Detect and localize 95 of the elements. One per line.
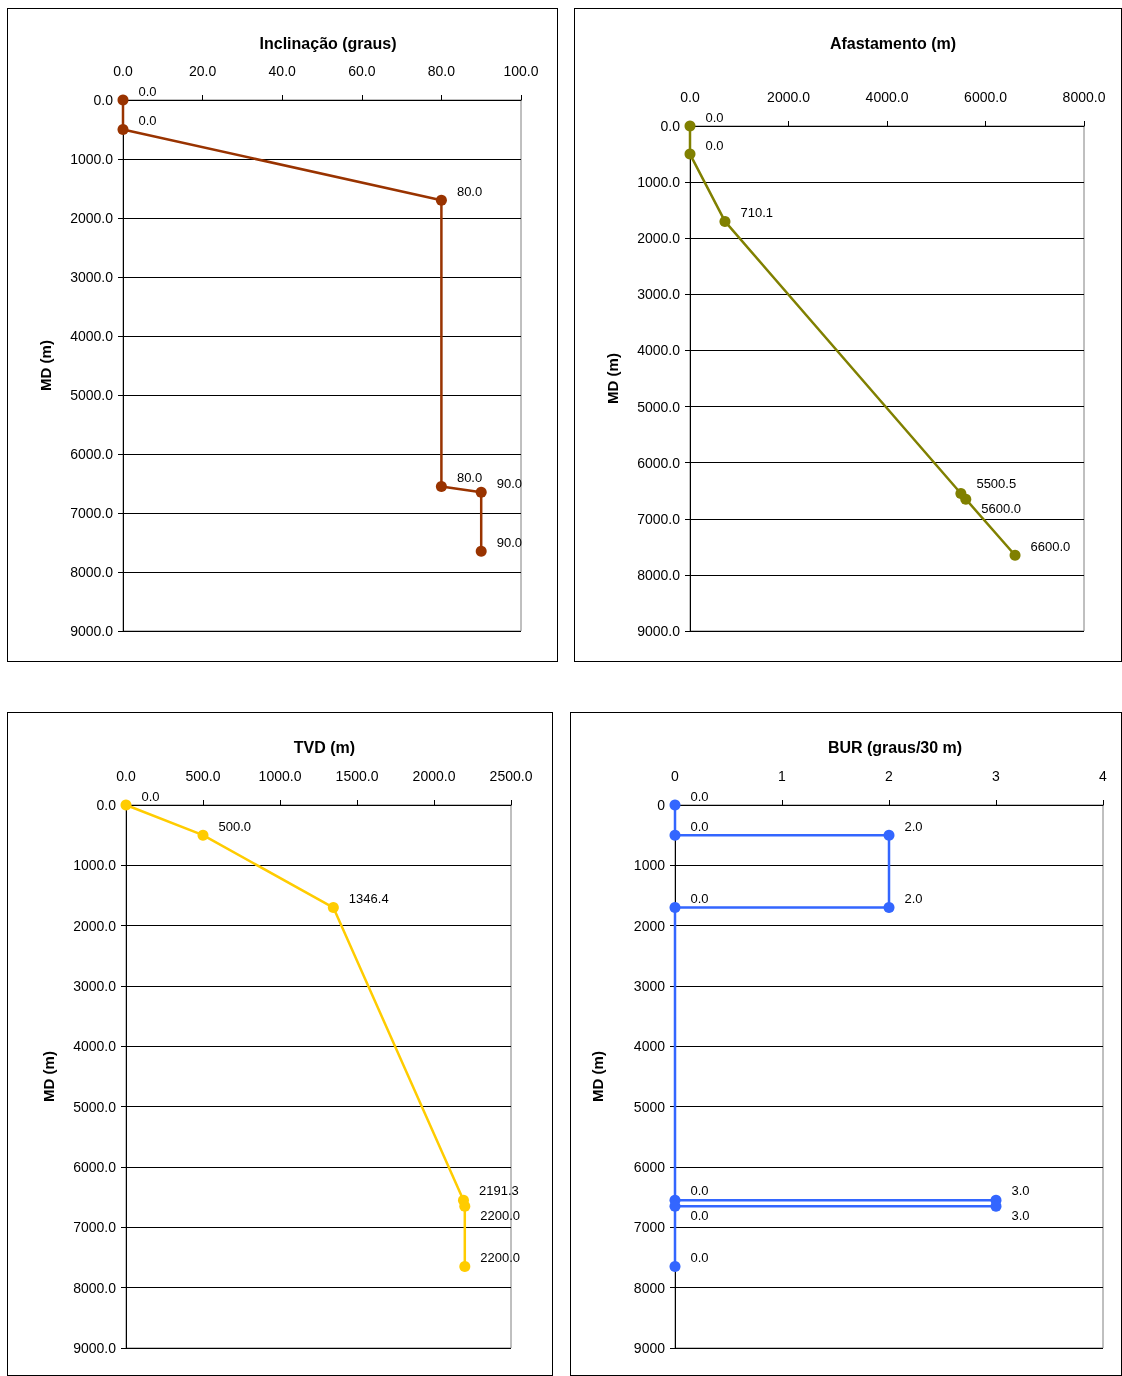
x-tick-label: 40.0 bbox=[268, 63, 297, 79]
y-tick-label: 8000.0 bbox=[70, 564, 114, 580]
data-label: 80.0 bbox=[456, 469, 483, 485]
data-label: 2200.0 bbox=[480, 1207, 521, 1223]
y-tick-label: 6000.0 bbox=[73, 1159, 117, 1175]
y-tick-label: 7000 bbox=[633, 1219, 666, 1236]
data-label: 5500.5 bbox=[976, 476, 1017, 492]
data-label: 0.0 bbox=[690, 818, 709, 834]
y-tick-label: 0.0 bbox=[96, 797, 117, 813]
y-tick-label: 8000.0 bbox=[73, 1279, 117, 1296]
y-tick-label: 7000.0 bbox=[637, 510, 681, 527]
x-tick-label: 4000.0 bbox=[865, 89, 909, 105]
y-tick-label: 1000.0 bbox=[70, 151, 114, 167]
y-tick-label: 2000.0 bbox=[73, 917, 117, 934]
data-label: 2.0 bbox=[904, 891, 923, 907]
y-tick-label: 5000.0 bbox=[637, 398, 681, 415]
chart-title: Inclinação (graus) bbox=[259, 34, 397, 52]
data-label: 0.0 bbox=[690, 788, 709, 804]
y-tick-label: 5000.0 bbox=[70, 387, 114, 403]
y-tick-label: 6000.0 bbox=[637, 454, 681, 471]
x-tick-label: 60.0 bbox=[348, 63, 376, 79]
x-tick-label: 20.0 bbox=[188, 63, 217, 79]
y-tick-label: 2000.0 bbox=[637, 230, 681, 247]
data-label: 0.0 bbox=[690, 1182, 709, 1198]
data-label: 90.0 bbox=[496, 534, 523, 550]
y-tick-label: 3000.0 bbox=[73, 978, 117, 994]
data-label: 90.0 bbox=[496, 475, 523, 491]
x-tick-label: 500.0 bbox=[185, 768, 221, 784]
x-tick-label: 0.0 bbox=[113, 63, 133, 79]
x-tick-label: 0.0 bbox=[116, 768, 136, 784]
y-tick-label: 9000.0 bbox=[73, 1340, 117, 1356]
data-label: 0.0 bbox=[690, 1250, 709, 1266]
y-tick-label: 6000 bbox=[633, 1159, 666, 1175]
x-tick-label: 0.0 bbox=[680, 89, 700, 105]
y-tick-label: 1000 bbox=[633, 857, 666, 874]
data-label: 1346.4 bbox=[348, 891, 389, 907]
y-tick-label: 2000.0 bbox=[70, 210, 114, 226]
x-tick-label: 2000.0 bbox=[412, 768, 456, 784]
x-tick-label: 3 bbox=[992, 768, 1001, 784]
data-label: 710.1 bbox=[740, 204, 774, 220]
y-tick-label: 1000.0 bbox=[637, 174, 681, 191]
y-tick-label: 3000.0 bbox=[70, 269, 114, 285]
y-tick-label: 4000.0 bbox=[637, 342, 681, 359]
y-tick-label: 9000.0 bbox=[637, 623, 681, 639]
data-label: 80.0 bbox=[456, 183, 483, 199]
x-tick-label: 100.0 bbox=[503, 63, 539, 79]
data-label: 0.0 bbox=[705, 137, 724, 153]
data-label: 0.0 bbox=[705, 109, 724, 125]
y-tick-label: 8000 bbox=[633, 1279, 666, 1296]
data-label: 0.0 bbox=[690, 891, 709, 907]
y-tick-label: 0.0 bbox=[660, 118, 681, 134]
y-tick-label: 4000.0 bbox=[70, 328, 114, 344]
y-axis-title: MD (m) bbox=[604, 353, 621, 404]
data-label: 3.0 bbox=[1011, 1182, 1030, 1198]
y-tick-label: 1000.0 bbox=[73, 857, 117, 874]
y-tick-label: 5000.0 bbox=[73, 1098, 117, 1115]
x-tick-label: 1 bbox=[778, 768, 787, 784]
y-tick-label: 8000.0 bbox=[637, 566, 681, 583]
x-tick-label: 1000.0 bbox=[258, 768, 302, 784]
y-tick-label: 7000.0 bbox=[73, 1219, 117, 1236]
chart-title: TVD (m) bbox=[293, 738, 356, 756]
data-label: 0.0 bbox=[138, 113, 157, 128]
y-axis-title: MD (m) bbox=[37, 340, 54, 391]
x-tick-label: 6000.0 bbox=[964, 89, 1008, 105]
y-tick-label: 7000.0 bbox=[70, 505, 114, 521]
data-label: 2.0 bbox=[904, 818, 923, 834]
data-label: 5600.0 bbox=[981, 500, 1022, 516]
data-label: 3.0 bbox=[1011, 1207, 1030, 1223]
y-tick-label: 2000 bbox=[633, 917, 666, 934]
x-tick-label: 1500.0 bbox=[335, 768, 379, 784]
data-label: 2200.0 bbox=[480, 1250, 521, 1266]
x-tick-label: 4 bbox=[1099, 768, 1108, 784]
data-label: 0.0 bbox=[690, 1207, 709, 1223]
y-tick-label: 3000 bbox=[633, 978, 666, 994]
data-label: 0.0 bbox=[141, 788, 160, 804]
y-tick-label: 9000.0 bbox=[70, 623, 114, 639]
x-tick-label: 2000.0 bbox=[767, 89, 811, 105]
x-tick-label: 8000.0 bbox=[1062, 89, 1106, 105]
x-tick-label: 2 bbox=[885, 768, 894, 784]
y-tick-label: 3000.0 bbox=[637, 286, 681, 303]
y-axis-title: MD (m) bbox=[589, 1051, 606, 1102]
chart-title: BUR (graus/30 m) bbox=[827, 738, 963, 756]
data-label: 2191.3 bbox=[478, 1182, 519, 1198]
chart-title: Afastamento (m) bbox=[829, 34, 957, 52]
x-tick-label: 80.0 bbox=[427, 63, 456, 79]
y-tick-label: 4000 bbox=[633, 1038, 666, 1055]
y-tick-label: 0 bbox=[657, 797, 666, 813]
y-tick-label: 9000 bbox=[633, 1340, 666, 1356]
y-tick-label: 5000 bbox=[633, 1098, 666, 1115]
data-label: 500.0 bbox=[218, 818, 252, 834]
y-tick-label: 6000.0 bbox=[70, 446, 114, 462]
x-tick-label: 2500.0 bbox=[489, 768, 533, 784]
y-axis-title: MD (m) bbox=[40, 1051, 57, 1102]
data-label: 6600.0 bbox=[1030, 538, 1071, 554]
y-tick-label: 4000.0 bbox=[73, 1038, 117, 1055]
